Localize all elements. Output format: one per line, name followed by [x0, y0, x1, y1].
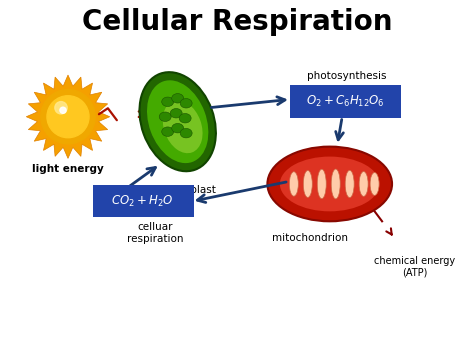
Text: $CO_2 + H_2O$: $CO_2 + H_2O$ — [111, 194, 174, 209]
Ellipse shape — [370, 173, 379, 195]
Text: Cellular Respiration: Cellular Respiration — [82, 8, 392, 36]
Ellipse shape — [317, 169, 326, 199]
Text: celluar
respiration: celluar respiration — [127, 222, 183, 244]
Ellipse shape — [159, 112, 171, 121]
Ellipse shape — [162, 127, 173, 136]
Ellipse shape — [180, 128, 192, 138]
Circle shape — [55, 101, 67, 114]
Circle shape — [60, 107, 66, 113]
Text: mitochondrion: mitochondrion — [272, 233, 348, 243]
Ellipse shape — [139, 72, 216, 171]
Ellipse shape — [289, 172, 298, 196]
Ellipse shape — [162, 97, 173, 107]
Ellipse shape — [172, 123, 183, 133]
Ellipse shape — [331, 169, 340, 199]
Ellipse shape — [179, 114, 191, 123]
Text: photosynthesis: photosynthesis — [308, 71, 387, 81]
Ellipse shape — [170, 108, 182, 118]
Ellipse shape — [180, 98, 192, 108]
Text: chloroplast: chloroplast — [159, 185, 217, 195]
Ellipse shape — [147, 80, 209, 163]
Polygon shape — [26, 75, 109, 158]
Ellipse shape — [163, 100, 202, 153]
Ellipse shape — [267, 147, 392, 221]
FancyBboxPatch shape — [290, 85, 401, 118]
FancyBboxPatch shape — [93, 185, 193, 217]
Ellipse shape — [303, 171, 312, 197]
Ellipse shape — [359, 172, 368, 196]
Ellipse shape — [345, 170, 354, 197]
Ellipse shape — [172, 94, 183, 103]
Text: $O_2 + C_6H_{12}O_6$: $O_2 + C_6H_{12}O_6$ — [306, 94, 384, 109]
Ellipse shape — [280, 157, 380, 211]
Circle shape — [47, 96, 89, 138]
Text: light energy: light energy — [32, 164, 104, 174]
Text: chemical energy
(ATP): chemical energy (ATP) — [374, 256, 455, 278]
Circle shape — [41, 89, 95, 144]
